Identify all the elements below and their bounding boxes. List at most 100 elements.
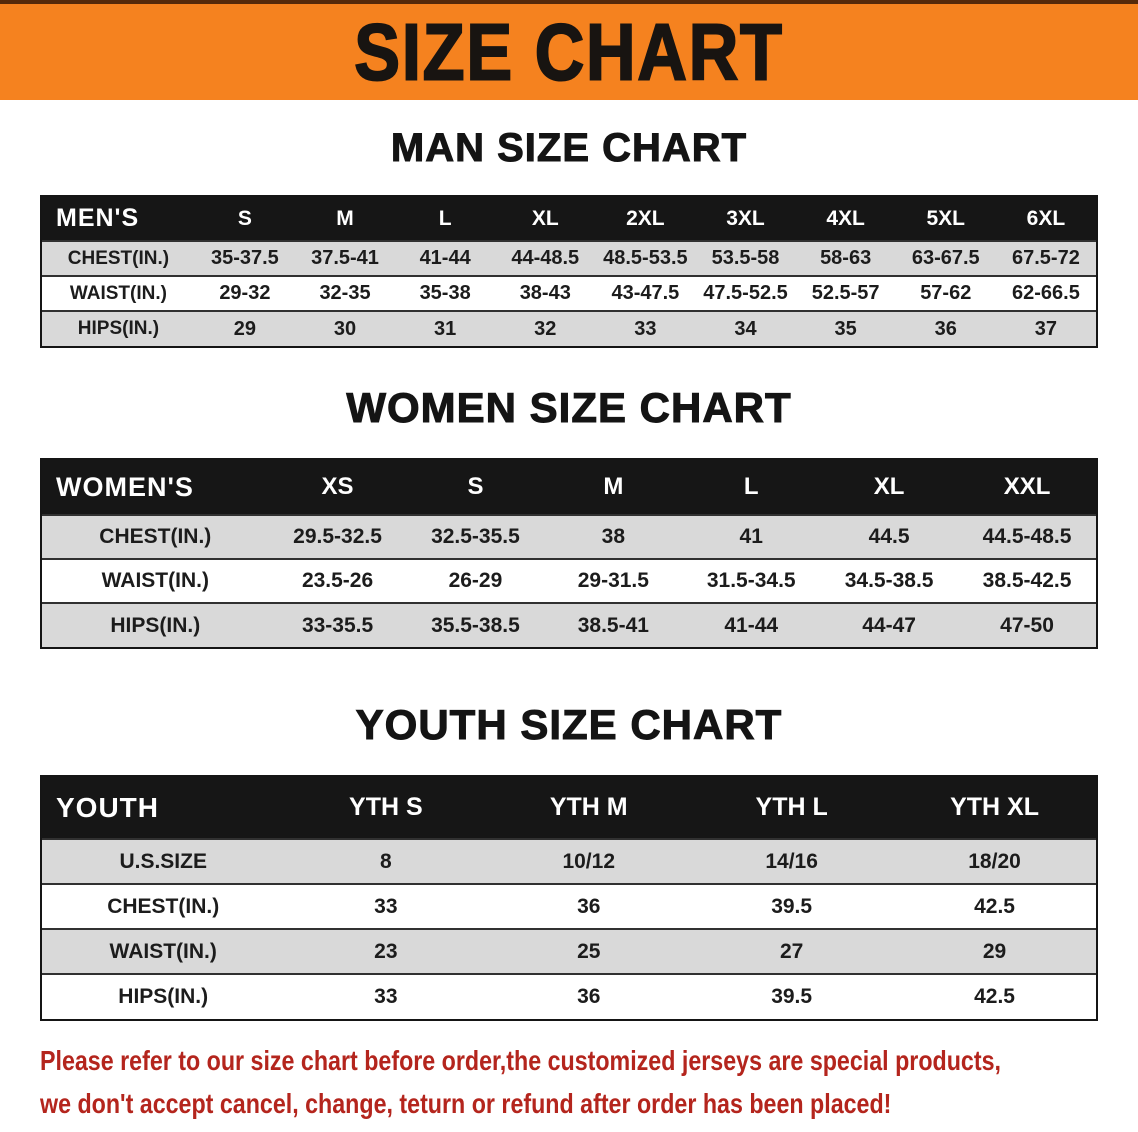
table-row: CHEST(IN.) 33 36 39.5 42.5	[42, 883, 1096, 929]
table-cell: 41-44	[395, 240, 496, 276]
table-row: WAIST(IN.) 29-32 32-35 35-38 38-43 43-47.5 47.…	[42, 275, 1096, 311]
youth-section-heading: YOUTH SIZE CHART	[355, 701, 783, 749]
table-cell: 35	[795, 310, 896, 346]
row-label: CHEST(IN.)	[42, 514, 269, 559]
table-cell: 63-67.5	[895, 240, 996, 276]
column-header: YTH S	[284, 777, 488, 839]
row-label: HIPS(IN.)	[42, 602, 269, 647]
table-cell: 29.5-32.5	[268, 514, 407, 559]
table-cell: 32	[495, 310, 596, 346]
row-label: U.S.SIZE	[42, 838, 285, 884]
table-cell: 29-31.5	[544, 558, 683, 603]
table-cell: 32.5-35.5	[406, 514, 545, 559]
table-cell: 32-35	[294, 275, 396, 311]
column-header: 3XL	[695, 197, 796, 241]
table-cell: 8	[284, 838, 488, 884]
column-header: 4XL	[795, 197, 896, 241]
table-corner-label: MEN'S	[42, 197, 195, 241]
row-label: WAIST(IN.)	[42, 928, 285, 974]
table-cell: 53.5-58	[695, 240, 796, 276]
table-cell: 44-47	[820, 602, 959, 647]
table-cell: 47.5-52.5	[695, 275, 796, 311]
table-cell: 36	[487, 973, 691, 1019]
size-table: MEN'S S M L XL 2XL 3XL 4XL 5XL 6XL CHEST(IN.) 35-37…	[42, 197, 1096, 346]
column-header: L	[682, 460, 821, 515]
column-header: 2XL	[595, 197, 696, 241]
column-header: YTH XL	[893, 777, 1096, 839]
table-cell: 41	[682, 514, 821, 559]
column-header: XL	[495, 197, 596, 241]
column-header: XS	[268, 460, 407, 515]
column-header: S	[194, 197, 295, 241]
women-size-chart-section: WOMEN SIZE CHART WOMEN'S XS S M L XL XXL CHEST(…	[0, 384, 1138, 649]
table-cell: 33	[595, 310, 696, 346]
column-header: M	[544, 460, 683, 515]
table-cell: 34	[695, 310, 796, 346]
table-row: WAIST(IN.) 23.5-26 26-29 29-31.5 31.5-34.5 34…	[42, 558, 1096, 603]
footnote: Please refer to our size chart before or…	[40, 1039, 1098, 1126]
banner: SIZE CHART	[0, 0, 1138, 100]
table-cell: 36	[487, 883, 691, 929]
men-size-table: MEN'S S M L XL 2XL 3XL 4XL 5XL 6XL CHEST(IN.) 35-37…	[40, 195, 1098, 348]
table-cell: 48.5-53.5	[595, 240, 696, 276]
table-cell: 31	[395, 310, 496, 346]
table-cell: 39.5	[690, 883, 894, 929]
table-cell: 35.5-38.5	[406, 602, 545, 647]
table-cell: 33	[284, 973, 488, 1019]
table-cell: 30	[294, 310, 396, 346]
table-cell: 31.5-34.5	[682, 558, 821, 603]
table-cell: 44.5-48.5	[958, 514, 1096, 559]
table-cell: 33	[284, 883, 488, 929]
row-label: WAIST(IN.)	[42, 558, 269, 603]
table-cell: 57-62	[895, 275, 996, 311]
table-cell: 37.5-41	[294, 240, 396, 276]
table-row: HIPS(IN.) 29 30 31 32 33 34 35 36 37	[42, 310, 1096, 346]
table-cell: 23	[284, 928, 488, 974]
men-section-heading: MAN SIZE CHART	[390, 126, 748, 171]
row-label: HIPS(IN.)	[42, 310, 195, 346]
column-header: M	[294, 197, 396, 241]
table-corner-label: WOMEN'S	[42, 460, 269, 515]
table-cell: 37	[995, 310, 1096, 346]
table-cell: 42.5	[893, 883, 1096, 929]
table-cell: 39.5	[690, 973, 894, 1019]
table-cell: 29	[893, 928, 1096, 974]
table-cell: 18/20	[893, 838, 1096, 884]
table-cell: 25	[487, 928, 691, 974]
column-header: 5XL	[895, 197, 996, 241]
table-row: CHEST(IN.) 35-37.5 37.5-41 41-44 44-48.5 48.5…	[42, 240, 1096, 276]
table-cell: 58-63	[795, 240, 896, 276]
table-cell: 29-32	[194, 275, 295, 311]
youth-size-table: YOUTH YTH S YTH M YTH L YTH XL U.S.SIZE 8 10/12…	[40, 775, 1098, 1021]
table-cell: 67.5-72	[995, 240, 1096, 276]
table-cell: 26-29	[406, 558, 545, 603]
table-cell: 41-44	[682, 602, 821, 647]
youth-size-chart-section: YOUTH SIZE CHART YOUTH YTH S YTH M YTH L YTH…	[0, 701, 1138, 1021]
row-label: WAIST(IN.)	[42, 275, 195, 311]
column-header: YTH L	[690, 777, 894, 839]
table-cell: 38.5-42.5	[958, 558, 1096, 603]
table-cell: 44-48.5	[495, 240, 596, 276]
size-table: YOUTH YTH S YTH M YTH L YTH XL U.S.SIZE 8 10/12…	[42, 777, 1096, 1019]
table-row: WAIST(IN.) 23 25 27 29	[42, 928, 1096, 974]
table-header-row: WOMEN'S XS S M L XL XXL	[42, 460, 1096, 515]
women-section-heading: WOMEN SIZE CHART	[346, 384, 792, 432]
row-label: HIPS(IN.)	[42, 973, 285, 1019]
column-header: YTH M	[487, 777, 691, 839]
table-cell: 34.5-38.5	[820, 558, 959, 603]
column-header: 6XL	[995, 197, 1096, 241]
men-size-chart-section: MAN SIZE CHART MEN'S S M L XL 2XL 3XL 4XL 5XL 6XL…	[0, 126, 1138, 348]
row-label: CHEST(IN.)	[42, 883, 285, 929]
table-row: U.S.SIZE 8 10/12 14/16 18/20	[42, 838, 1096, 884]
table-row: HIPS(IN.) 33 36 39.5 42.5	[42, 973, 1096, 1019]
table-header-row: MEN'S S M L XL 2XL 3XL 4XL 5XL 6XL	[42, 197, 1096, 241]
footnote-line-1: Please refer to our size chart before or…	[40, 1045, 1001, 1076]
table-cell: 44.5	[820, 514, 959, 559]
table-cell: 52.5-57	[795, 275, 896, 311]
column-header: XL	[820, 460, 959, 515]
table-cell: 35-37.5	[194, 240, 295, 276]
table-cell: 10/12	[487, 838, 691, 884]
column-header: XXL	[958, 460, 1096, 515]
table-cell: 38.5-41	[544, 602, 683, 647]
